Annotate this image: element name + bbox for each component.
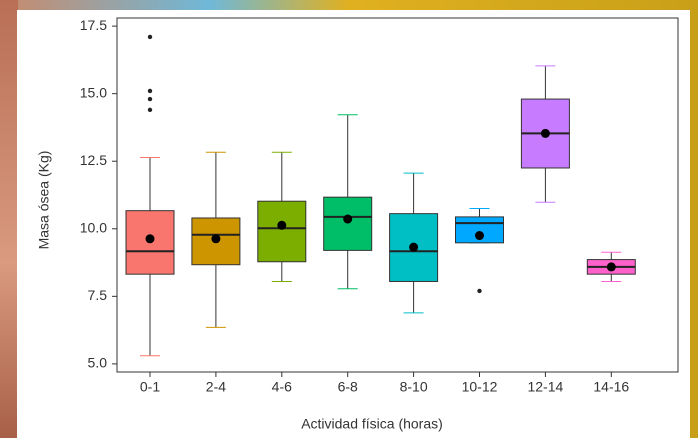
mean bbox=[343, 214, 353, 224]
y-tick-label: 15.0 bbox=[80, 84, 107, 100]
mean bbox=[540, 128, 550, 138]
mean bbox=[145, 234, 155, 244]
y-tick-label: 7.5 bbox=[88, 287, 108, 303]
x-tick-label: 10-12 bbox=[462, 379, 498, 395]
y-tick-label: 10.0 bbox=[80, 219, 107, 235]
mean bbox=[211, 234, 221, 244]
x-tick-label: 0-1 bbox=[140, 379, 160, 395]
x-tick-label: 14-16 bbox=[593, 379, 629, 395]
y-tick-label: 5.0 bbox=[88, 355, 108, 371]
plot-panel bbox=[116, 17, 679, 373]
outlier bbox=[147, 96, 153, 102]
outlier bbox=[147, 107, 153, 113]
x-tick-label: 8-10 bbox=[400, 379, 428, 395]
background-edge bbox=[0, 0, 18, 438]
y-tick-label: 17.5 bbox=[80, 17, 107, 33]
x-tick-label: 6-8 bbox=[338, 379, 358, 395]
outlier bbox=[147, 88, 153, 94]
y-axis-label: Masa ósea (Kg) bbox=[36, 151, 52, 250]
box bbox=[257, 200, 307, 263]
x-axis-label: Actividad física (horas) bbox=[301, 416, 443, 432]
x-tick-label: 4-6 bbox=[272, 379, 292, 395]
y-tick-label: 12.5 bbox=[80, 152, 107, 168]
x-tick-label: 2-4 bbox=[206, 379, 226, 395]
mean bbox=[475, 231, 484, 241]
mean bbox=[277, 220, 287, 230]
mean bbox=[606, 262, 616, 272]
outlier bbox=[477, 288, 482, 294]
box bbox=[323, 196, 373, 251]
x-tick-label: 12-14 bbox=[527, 379, 563, 395]
outlier bbox=[147, 34, 153, 40]
mean bbox=[409, 242, 419, 252]
